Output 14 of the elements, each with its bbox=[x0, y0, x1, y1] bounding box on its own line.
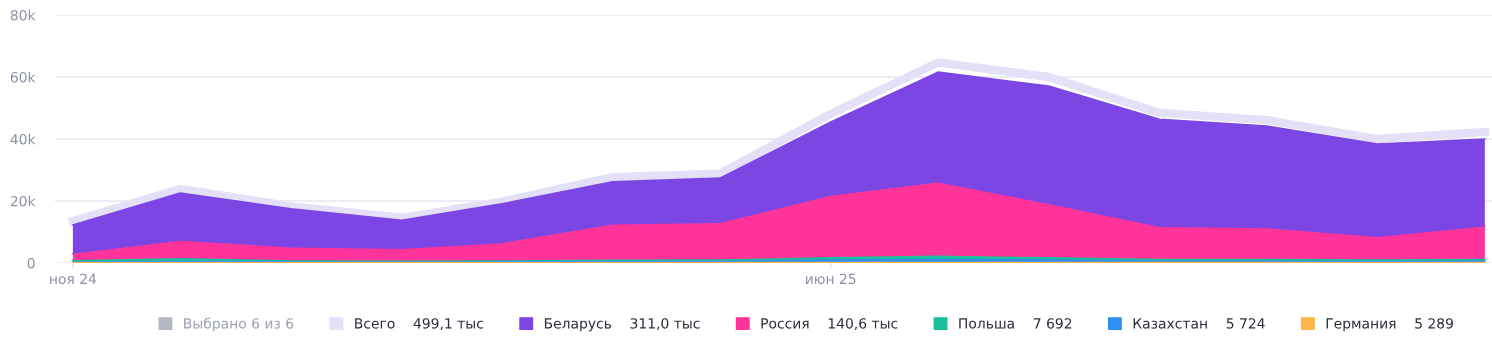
legend-label: Германия 5 289 bbox=[1326, 318, 1453, 332]
text: Выбрано 6 из 6 bbox=[184, 317, 294, 332]
y-tick-label: 40k bbox=[10, 133, 36, 145]
legend-label: Беларусь 311,0 тыс bbox=[544, 318, 700, 332]
legend-label: Россия 140,6 тыс bbox=[761, 318, 898, 331]
y-tick-label: 60k bbox=[10, 71, 36, 83]
legend-label: Казахстан 5 724 bbox=[1133, 318, 1265, 329]
legend-label: Всего 499,1 тыс bbox=[355, 318, 483, 331]
y-tick-label: 0 bbox=[27, 257, 35, 269]
legend-label: Польша 7 692 bbox=[959, 318, 1072, 329]
x-tick-label: июн 25 bbox=[806, 273, 856, 285]
x-tick-label: ноя 24 bbox=[50, 273, 97, 285]
y-tick-label: 80k bbox=[10, 9, 36, 21]
y-tick-label: 20k bbox=[10, 195, 36, 207]
